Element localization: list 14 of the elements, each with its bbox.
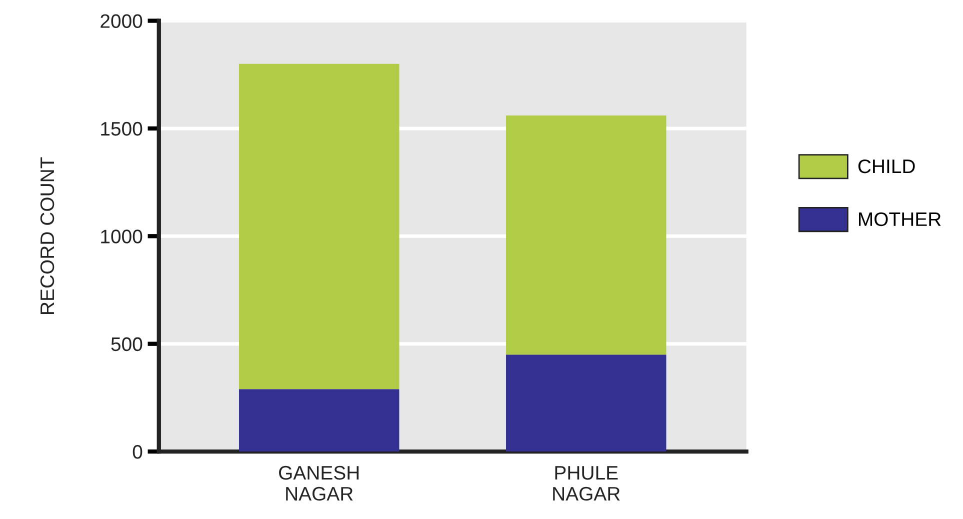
- y-tick-label: 2000: [100, 14, 142, 28]
- y-axis-title: RECORD COUNT: [40, 157, 54, 314]
- y-tick-label: 1500: [101, 122, 142, 136]
- x-tick-label: GANESH NAGAR: [279, 466, 359, 501]
- x-tick-label: PHULE NAGAR: [553, 466, 620, 501]
- bar: [239, 64, 400, 390]
- bar: [239, 389, 400, 452]
- y-tick-label: 500: [111, 337, 142, 352]
- bar: [506, 116, 666, 355]
- y-tick-label: 0: [132, 445, 142, 459]
- bar: [506, 354, 666, 452]
- legend-label: MOTHER: [859, 212, 941, 226]
- legend-label: CHILD: [858, 159, 915, 174]
- y-tick-label: 1000: [101, 230, 142, 244]
